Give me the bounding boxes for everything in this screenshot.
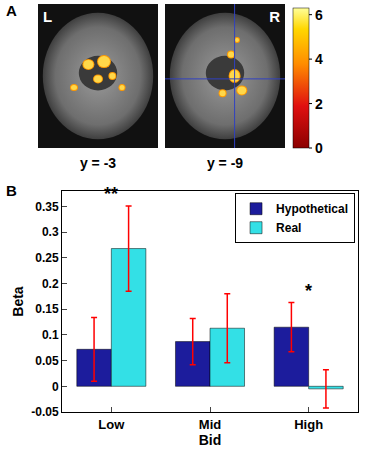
svg-text:6: 6 — [315, 7, 323, 23]
svg-text:*: * — [305, 281, 312, 301]
svg-text:4: 4 — [315, 51, 323, 67]
svg-text:0: 0 — [315, 140, 323, 156]
svg-text:0.3: 0.3 — [42, 225, 59, 239]
svg-text:Beta: Beta — [10, 286, 26, 317]
svg-text:0.35: 0.35 — [35, 200, 59, 214]
html-text:A: A — [6, 2, 17, 19]
svg-text:0: 0 — [52, 380, 59, 394]
svg-text:Bid: Bid — [199, 432, 222, 448]
svg-text:y = -3: y = -3 — [80, 155, 116, 171]
svg-text:0.15: 0.15 — [35, 302, 59, 316]
svg-text:Mid: Mid — [199, 417, 221, 432]
svg-text:0.05: 0.05 — [35, 354, 59, 368]
svg-text:2: 2 — [315, 96, 323, 112]
svg-text:0.2: 0.2 — [42, 277, 59, 291]
svg-text:0.25: 0.25 — [35, 251, 59, 265]
svg-text:Hypothetical: Hypothetical — [276, 202, 348, 216]
svg-text:0.1: 0.1 — [42, 328, 59, 342]
svg-text:High: High — [294, 417, 323, 432]
svg-text:R: R — [269, 8, 280, 25]
svg-text:Real: Real — [276, 221, 301, 235]
svg-text:L: L — [43, 8, 52, 25]
svg-text:-0.05: -0.05 — [31, 405, 59, 419]
svg-text:**: ** — [104, 185, 118, 204]
svg-text:Low: Low — [98, 417, 125, 432]
svg-text:y = -9: y = -9 — [207, 155, 243, 171]
html-text:B: B — [6, 182, 17, 199]
